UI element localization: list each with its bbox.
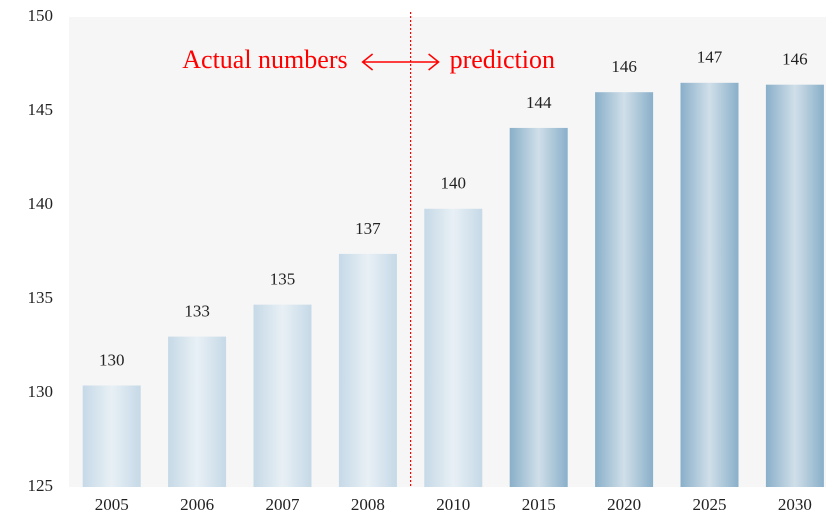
annotation: Actual numbers bbox=[182, 45, 347, 74]
value-label: 130 bbox=[99, 350, 125, 369]
x-tick-label: 2020 bbox=[607, 495, 641, 514]
value-label: 144 bbox=[526, 93, 552, 112]
y-tick-label: 140 bbox=[28, 194, 54, 213]
x-tick-label: 2030 bbox=[778, 495, 812, 514]
y-tick-label: 130 bbox=[28, 382, 54, 401]
y-tick-label: 145 bbox=[28, 100, 54, 119]
bar bbox=[338, 253, 397, 487]
x-tick-label: 2015 bbox=[522, 495, 556, 514]
y-tick-label: 150 bbox=[28, 6, 54, 25]
x-tick-label: 2008 bbox=[351, 495, 385, 514]
bar bbox=[509, 127, 568, 488]
double-arrow bbox=[361, 53, 440, 71]
value-label: 137 bbox=[355, 219, 381, 238]
bar bbox=[424, 208, 483, 487]
value-label: 133 bbox=[184, 302, 210, 321]
value-label: 146 bbox=[782, 50, 808, 69]
bar bbox=[595, 92, 654, 487]
x-tick-label: 2007 bbox=[266, 495, 301, 514]
bar bbox=[168, 336, 227, 487]
bar bbox=[253, 304, 312, 487]
x-tick-label: 2010 bbox=[436, 495, 470, 514]
value-label: 147 bbox=[697, 48, 723, 67]
annotation: prediction bbox=[450, 45, 555, 74]
value-label: 135 bbox=[270, 270, 296, 289]
y-tick-label: 125 bbox=[28, 476, 54, 495]
value-label: 146 bbox=[611, 57, 637, 76]
bar bbox=[82, 385, 141, 487]
value-label: 140 bbox=[441, 174, 467, 193]
x-tick-label: 2006 bbox=[180, 495, 214, 514]
x-tick-label: 2005 bbox=[95, 495, 129, 514]
x-tick-label: 2025 bbox=[693, 495, 727, 514]
bar bbox=[680, 82, 739, 488]
y-tick-label: 135 bbox=[28, 288, 54, 307]
bar bbox=[765, 84, 824, 488]
